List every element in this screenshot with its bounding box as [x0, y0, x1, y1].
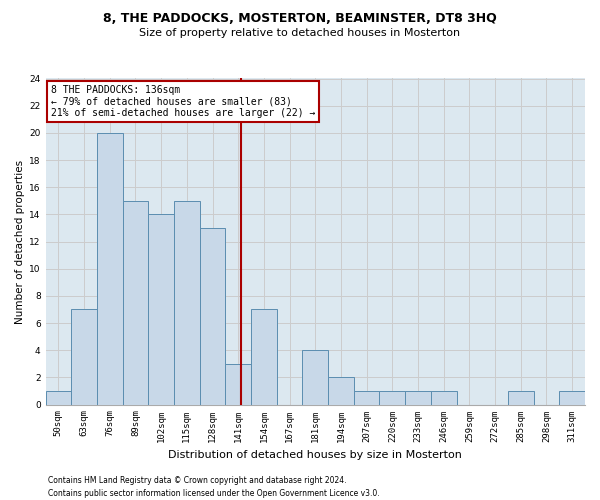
Bar: [46, 391, 71, 404]
Bar: [200, 228, 226, 404]
Text: 8 THE PADDOCKS: 136sqm
← 79% of detached houses are smaller (83)
21% of semi-det: 8 THE PADDOCKS: 136sqm ← 79% of detached…: [51, 85, 315, 118]
Text: Contains public sector information licensed under the Open Government Licence v3: Contains public sector information licen…: [48, 488, 380, 498]
Bar: [431, 391, 457, 404]
Bar: [97, 133, 122, 404]
Bar: [302, 350, 328, 405]
Bar: [559, 391, 585, 404]
Bar: [251, 310, 277, 404]
Bar: [122, 201, 148, 404]
Bar: [354, 391, 379, 404]
Bar: [405, 391, 431, 404]
Text: Contains HM Land Registry data © Crown copyright and database right 2024.: Contains HM Land Registry data © Crown c…: [48, 476, 347, 485]
Bar: [148, 214, 174, 404]
X-axis label: Distribution of detached houses by size in Mosterton: Distribution of detached houses by size …: [169, 450, 462, 460]
Bar: [379, 391, 405, 404]
Y-axis label: Number of detached properties: Number of detached properties: [15, 160, 25, 324]
Text: Size of property relative to detached houses in Mosterton: Size of property relative to detached ho…: [139, 28, 461, 38]
Bar: [174, 201, 200, 404]
Bar: [508, 391, 533, 404]
Bar: [71, 310, 97, 404]
Text: 8, THE PADDOCKS, MOSTERTON, BEAMINSTER, DT8 3HQ: 8, THE PADDOCKS, MOSTERTON, BEAMINSTER, …: [103, 12, 497, 26]
Bar: [328, 378, 354, 404]
Bar: [226, 364, 251, 405]
